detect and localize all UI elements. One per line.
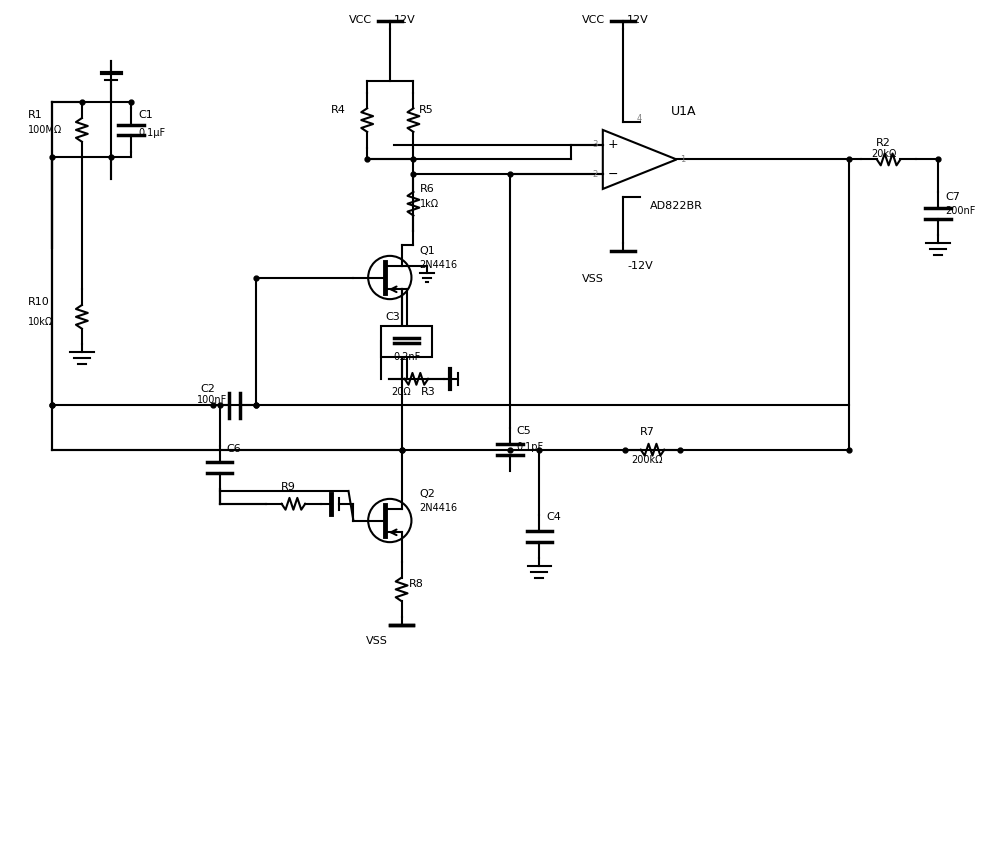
Text: 3: 3 — [593, 140, 598, 149]
Text: AD822BR: AD822BR — [650, 200, 702, 211]
Text: R10: R10 — [28, 297, 50, 307]
Text: R1: R1 — [28, 110, 43, 120]
Text: C7: C7 — [946, 192, 961, 202]
Text: Q2: Q2 — [419, 488, 435, 499]
Text: 0.2nF: 0.2nF — [393, 353, 420, 362]
Text: -12V: -12V — [628, 261, 654, 271]
Text: 100nF: 100nF — [197, 396, 227, 405]
Text: 12V: 12V — [394, 15, 415, 25]
Text: 1: 1 — [681, 155, 686, 164]
Text: VCC: VCC — [582, 15, 605, 25]
Bar — [381, 326, 432, 357]
Text: 0.1μF: 0.1μF — [138, 128, 165, 138]
Text: Q1: Q1 — [419, 246, 435, 256]
Text: 2N4416: 2N4416 — [419, 502, 457, 513]
Text: R2: R2 — [876, 138, 891, 148]
Text: R7: R7 — [640, 427, 655, 437]
Text: 20kΩ: 20kΩ — [871, 150, 896, 159]
Text: VSS: VSS — [582, 274, 604, 285]
Text: 12V: 12V — [627, 15, 649, 25]
Text: R9: R9 — [281, 482, 296, 492]
Text: C5: C5 — [517, 426, 531, 436]
Text: R4: R4 — [331, 105, 346, 115]
Text: R5: R5 — [419, 105, 434, 115]
Text: 1kΩ: 1kΩ — [420, 199, 439, 209]
Text: 0.1pF: 0.1pF — [517, 442, 544, 452]
Text: 200nF: 200nF — [946, 206, 976, 216]
Text: VSS: VSS — [366, 636, 388, 647]
Text: C4: C4 — [546, 513, 561, 523]
Text: 100MΩ: 100MΩ — [28, 125, 62, 135]
Text: R3: R3 — [421, 386, 436, 396]
Text: 200kΩ: 200kΩ — [631, 456, 662, 465]
Text: C1: C1 — [138, 110, 153, 120]
Text: R8: R8 — [409, 580, 423, 589]
Text: 10kΩ: 10kΩ — [28, 316, 53, 327]
Text: C3: C3 — [385, 312, 400, 322]
Text: C2: C2 — [200, 384, 215, 394]
Text: +: + — [607, 138, 618, 151]
Text: 4: 4 — [637, 114, 642, 123]
Text: VCC: VCC — [348, 15, 372, 25]
Text: −: − — [607, 168, 618, 181]
Text: 2N4416: 2N4416 — [419, 260, 457, 270]
Text: R6: R6 — [420, 184, 435, 194]
Text: 20Ω: 20Ω — [391, 386, 411, 396]
Text: C6: C6 — [226, 444, 241, 453]
Text: U1A: U1A — [671, 105, 697, 118]
Text: 2: 2 — [593, 169, 598, 179]
